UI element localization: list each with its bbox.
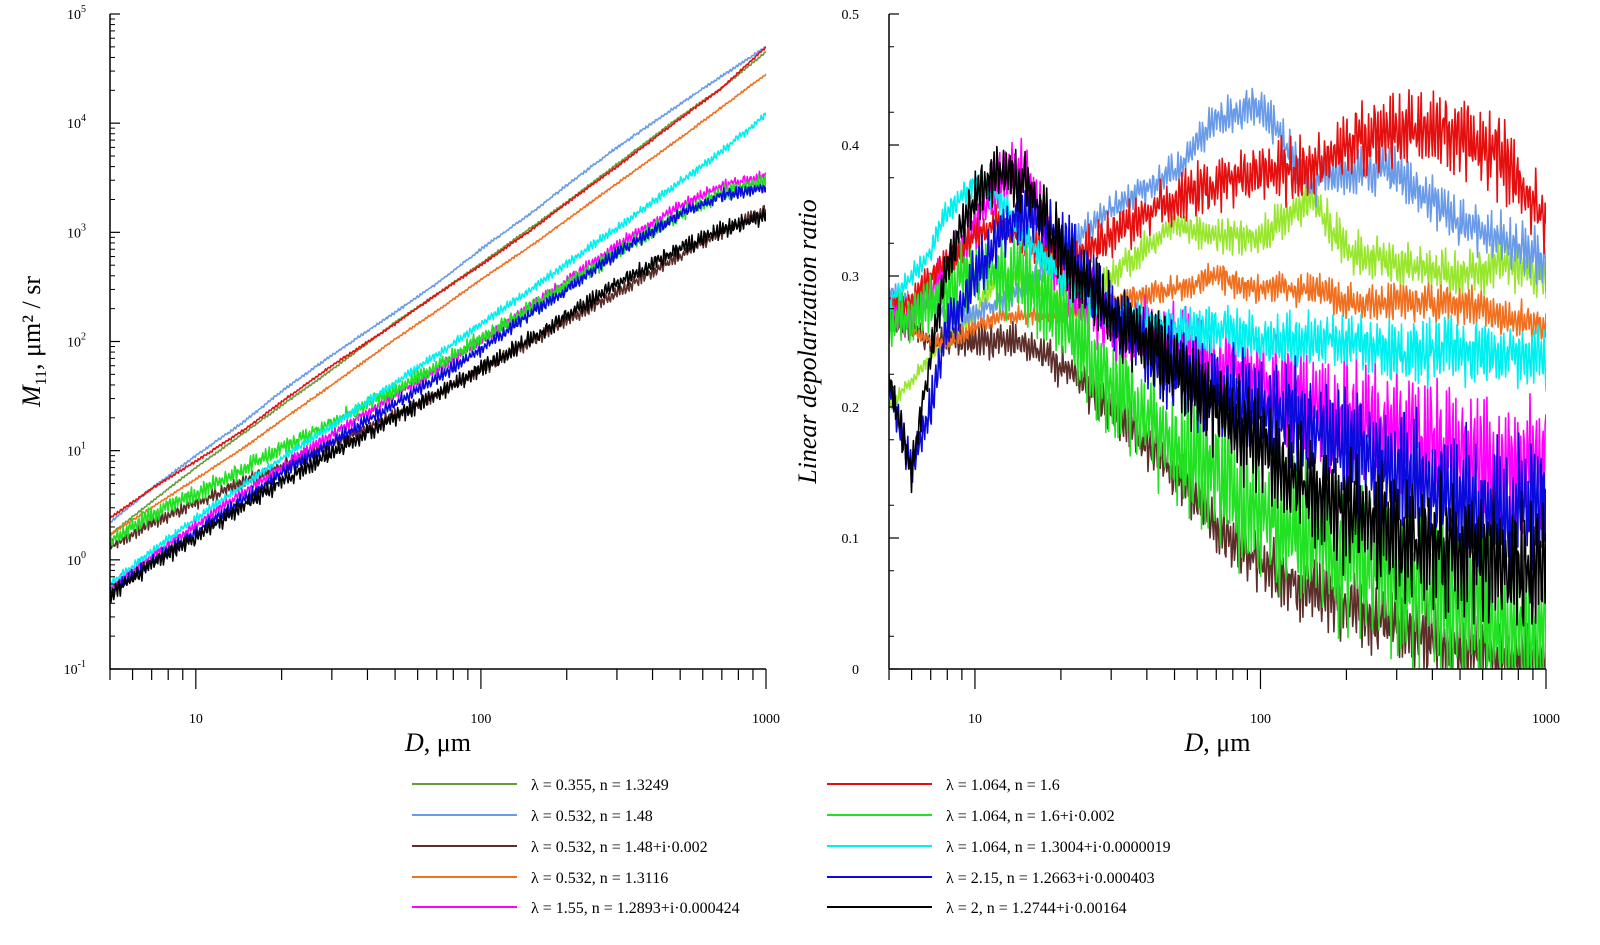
- x-tick-label: 10: [968, 712, 982, 727]
- legend: λ = 0.355, n = 1.3249 λ = 0.532, n = 1.48…: [412, 777, 1171, 917]
- x-axis-title: D, μm: [1184, 728, 1251, 757]
- legend-label: λ = 2, n = 1.2744+i·0.00164: [946, 900, 1127, 917]
- series-line: [110, 46, 766, 523]
- legend-label: λ = 0.355, n = 1.3249: [531, 777, 669, 794]
- y-tick-label: 103: [67, 222, 86, 241]
- y-tick-label: 0.4: [842, 139, 860, 154]
- series-line: [889, 145, 1546, 627]
- x-tick-label: 1000: [752, 712, 780, 727]
- series-group: [889, 87, 1546, 669]
- x-axis-title: D, μm: [404, 728, 471, 757]
- y-axis-title: Linear depolarization ratio: [793, 199, 822, 485]
- y-tick-label: 0: [852, 663, 859, 678]
- y-tick-label: 0.1: [842, 532, 860, 547]
- y-axis-title: M11, μm² / sr: [17, 276, 50, 408]
- series-line: [889, 185, 1546, 580]
- series-line: [110, 73, 766, 537]
- x-tick-label: 10: [189, 712, 203, 727]
- y-tick-label: 105: [67, 4, 86, 23]
- m11-panel: 10 100 1000 10-1 100 101 102 103 104 105 D, μm M11,…: [17, 4, 780, 757]
- legend-label: λ = 0.532, n = 1.3116: [531, 870, 668, 887]
- legend-label: λ = 0.532, n = 1.48: [531, 808, 653, 825]
- x-tick-label: 1000: [1532, 712, 1560, 727]
- series-line: [889, 262, 1546, 349]
- series-line: [889, 89, 1546, 317]
- y-tick-label: 100: [67, 550, 86, 569]
- series-line: [889, 87, 1546, 327]
- y-tick-label: 10-1: [64, 659, 86, 678]
- x-tick-label: 100: [1250, 712, 1271, 727]
- y-tick-label: 0.5: [842, 8, 860, 23]
- series-line: [110, 112, 766, 587]
- legend-label: λ = 1.064, n = 1.6: [946, 777, 1060, 794]
- series-line: [889, 228, 1546, 669]
- legend-label: λ = 1.064, n = 1.3004+i·0.0000019: [946, 839, 1171, 856]
- series-line: [110, 207, 766, 604]
- y-tick-label: 104: [67, 113, 86, 132]
- series-line: [110, 174, 766, 546]
- series-group: [110, 46, 766, 604]
- legend-label: λ = 1.55, n = 1.2893+i·0.000424: [531, 900, 740, 917]
- y-tick-label: 0.3: [842, 270, 860, 285]
- series-line: [110, 46, 766, 520]
- y-tick-label: 102: [67, 332, 86, 351]
- depolarization-panel: 10 100 1000 0 0.1 0.2 0.3 0.4 0.5 D, μm Linear dep…: [793, 8, 1560, 757]
- legend-label: λ = 1.064, n = 1.6+i·0.002: [946, 808, 1115, 825]
- series-line: [889, 304, 1546, 669]
- y-tick-label: 0.2: [842, 401, 860, 416]
- series-line: [110, 183, 766, 594]
- y-tick-label: 101: [67, 441, 86, 460]
- legend-label: λ = 2.15, n = 1.2663+i·0.000403: [946, 870, 1155, 887]
- legend-label: λ = 0.532, n = 1.48+i·0.002: [531, 839, 708, 856]
- x-tick-label: 100: [470, 712, 491, 727]
